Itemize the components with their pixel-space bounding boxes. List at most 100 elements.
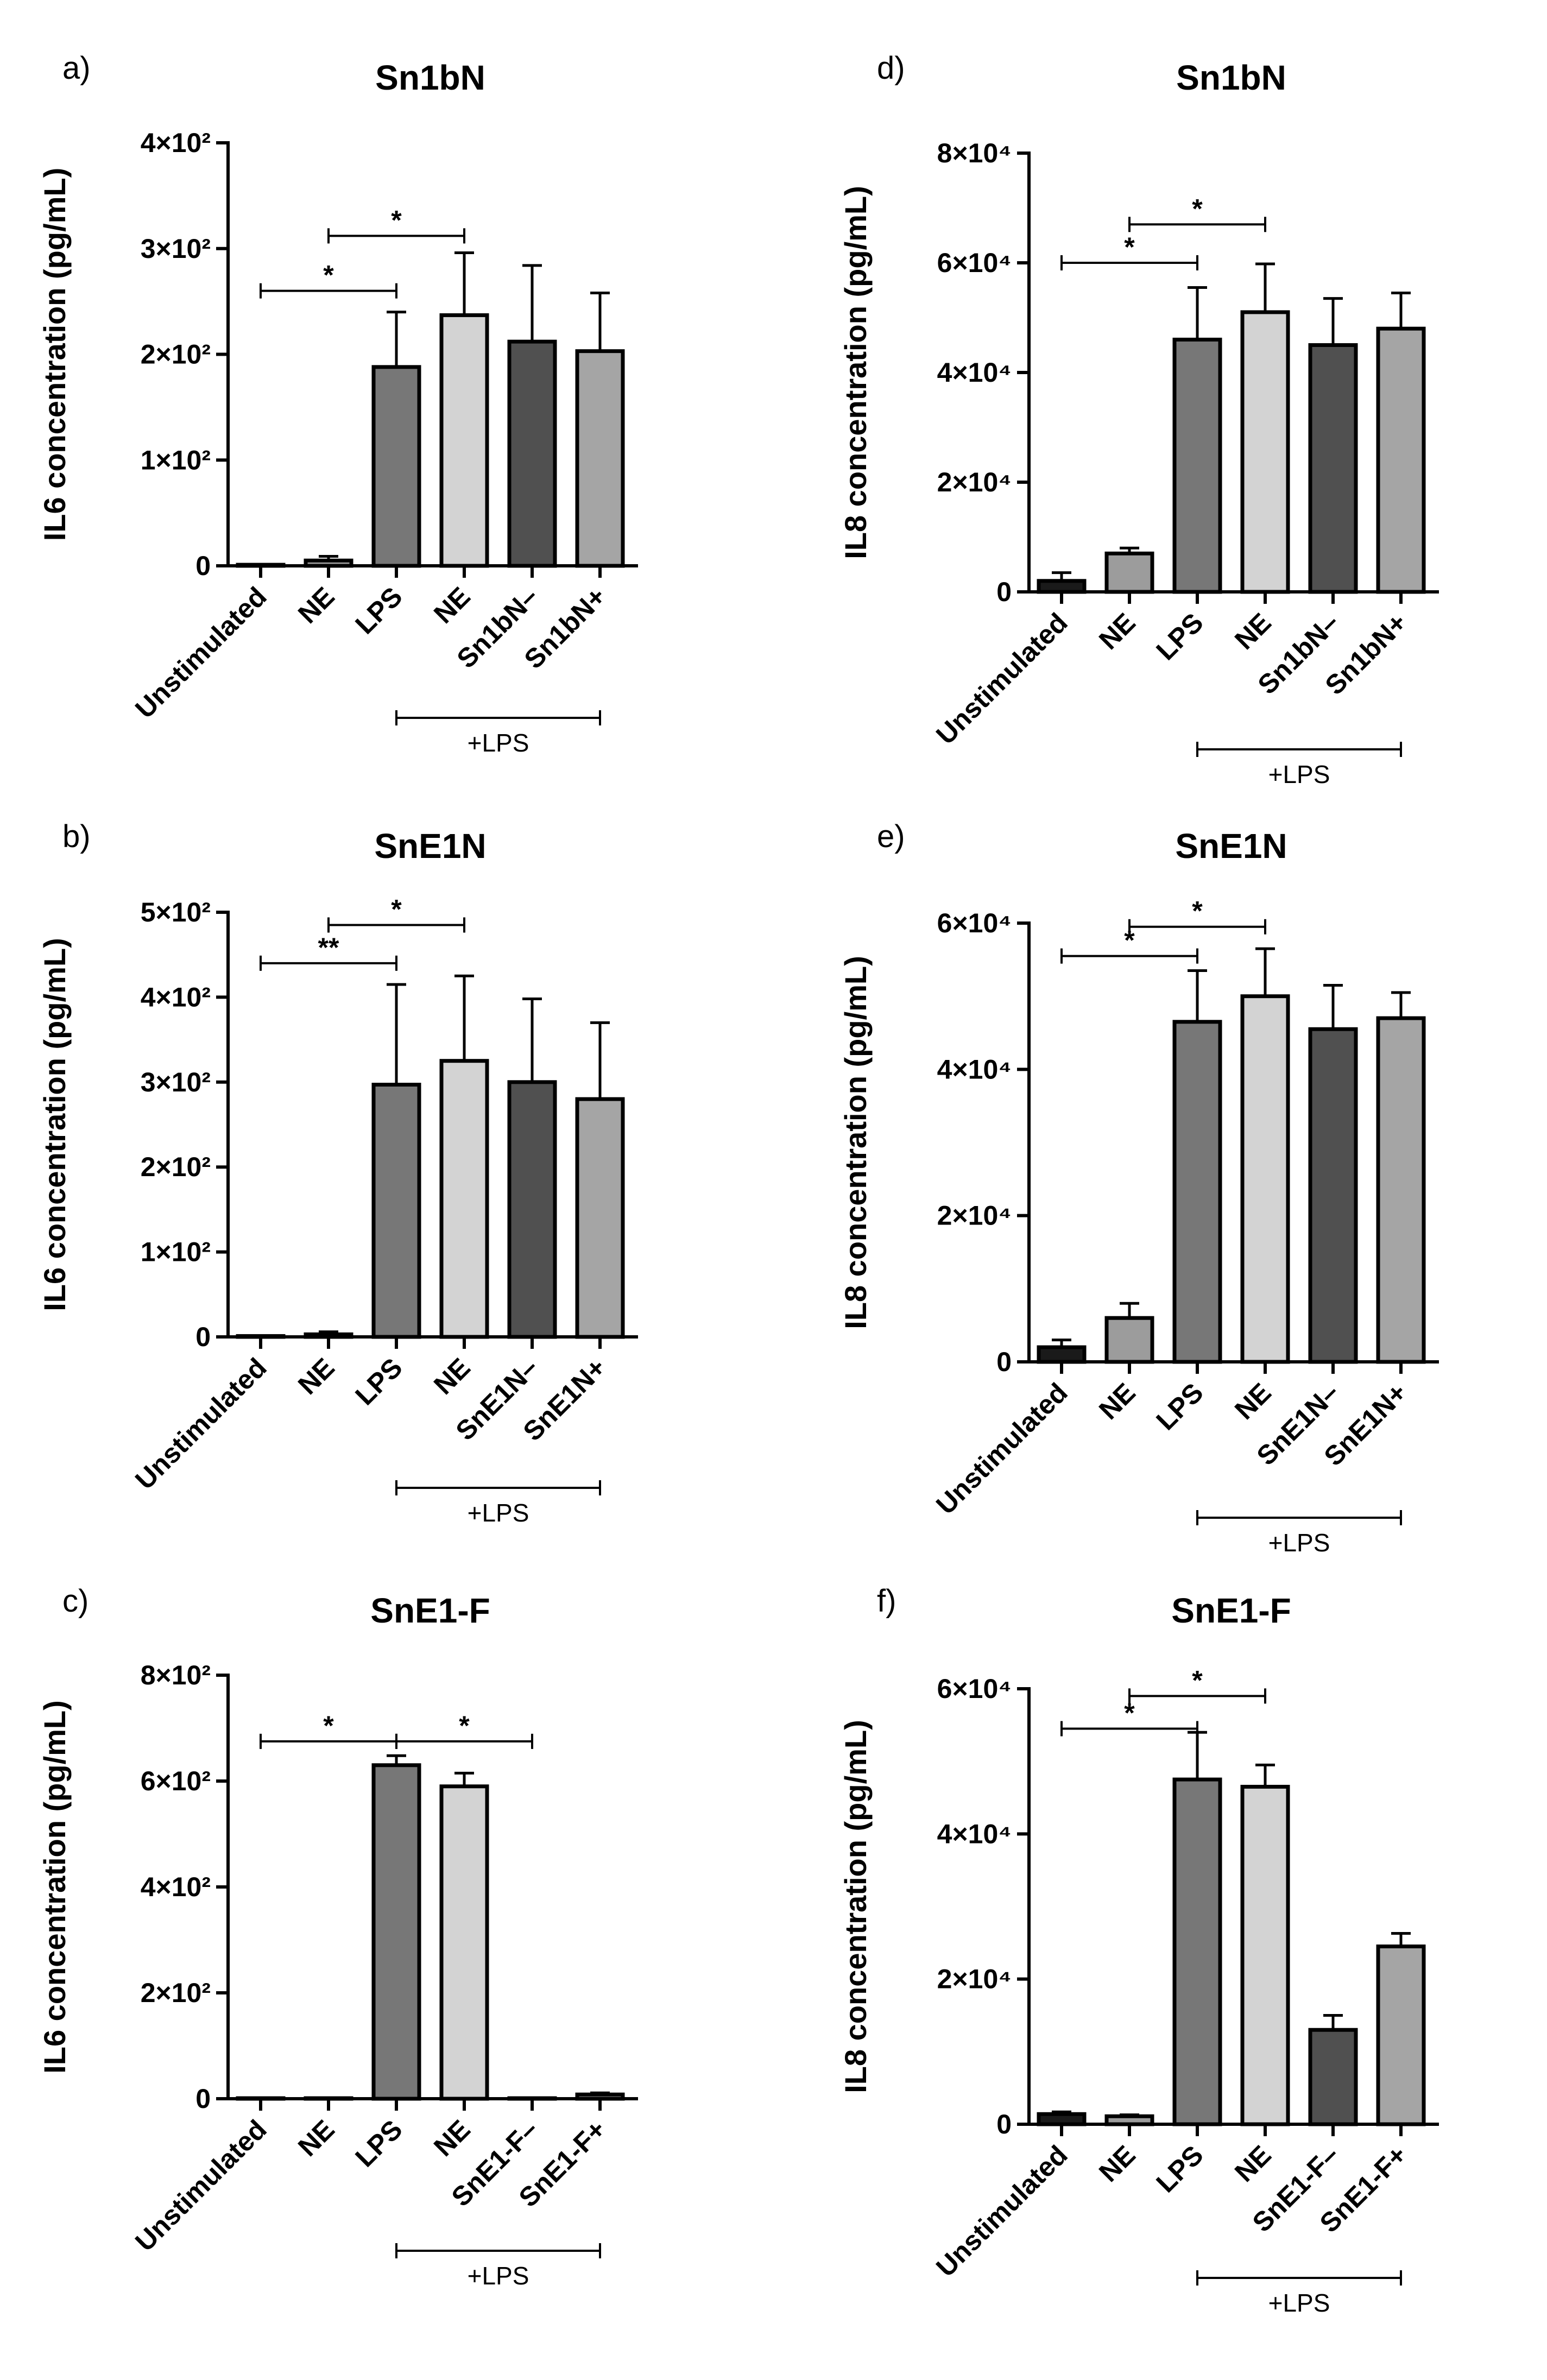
y-axis-label: IL6 concentration (pg/mL) xyxy=(37,938,72,1311)
chart-title: Sn1bN xyxy=(375,58,485,97)
lps-group-label: +LPS xyxy=(468,729,529,757)
y-tick-label: 3×10² xyxy=(141,1067,211,1097)
y-tick-label: 2×10² xyxy=(141,1978,211,2008)
x-tick-label: LPS xyxy=(1150,2139,1209,2198)
y-tick-label: 2×10⁴ xyxy=(937,1964,1012,1994)
y-tick-label: 0 xyxy=(195,1322,211,1352)
x-tick-label: LPS xyxy=(1150,1377,1209,1436)
bar xyxy=(1308,2028,1358,2126)
x-tick-label: Unstimulated xyxy=(930,607,1074,750)
lps-group-label: +LPS xyxy=(1268,1529,1330,1557)
bar xyxy=(1240,310,1290,594)
y-tick-label: 6×10⁴ xyxy=(937,248,1012,278)
y-axis-label: IL8 concentration (pg/mL) xyxy=(838,1720,873,2093)
bar xyxy=(1037,1345,1087,1364)
panel-letter: a) xyxy=(62,50,91,86)
x-tick-label: LPS xyxy=(349,1352,408,1411)
y-tick-label: 4×10⁴ xyxy=(937,357,1012,388)
x-tick-label: Unstimulated xyxy=(930,2139,1074,2283)
x-tick-label: NE xyxy=(428,1352,476,1400)
x-tick-label: LPS xyxy=(349,581,408,640)
chart-panel-6: f) SnE1-F IL8 concentration (pg/mL) 0 2×10⁴ 4… xyxy=(838,1583,1439,2317)
y-tick-label: 1×10² xyxy=(141,445,211,475)
y-tick-label: 4×10⁴ xyxy=(937,1054,1012,1084)
significance-label: * xyxy=(1124,925,1135,956)
x-tick-label: Unstimulated xyxy=(129,1352,273,1495)
significance-label: * xyxy=(1192,896,1203,926)
lps-group-label: +LPS xyxy=(1268,760,1330,788)
y-tick-label: 4×10² xyxy=(141,982,211,1012)
x-tick-label: NE xyxy=(428,581,476,629)
y-tick-label: 4×10² xyxy=(141,128,211,158)
significance-label: * xyxy=(1192,193,1203,224)
y-tick-label: 8×10² xyxy=(141,1660,211,1690)
y-tick-label: 4×10² xyxy=(141,1872,211,1902)
chart-panel-1: a) Sn1bN IL6 concentration (pg/mL) 0 1×10² 2×… xyxy=(37,50,638,757)
bar xyxy=(1172,337,1222,594)
y-tick-label: 6×10² xyxy=(141,1766,211,1796)
y-tick-label: 0 xyxy=(996,2109,1012,2139)
bar xyxy=(1104,1316,1154,1364)
bar xyxy=(1376,1016,1426,1364)
bar xyxy=(575,1097,625,1339)
bar xyxy=(1240,994,1290,1364)
x-tick-label: NE xyxy=(1229,2139,1277,2188)
chart-panel-4: d) Sn1bN IL8 concentration (pg/mL) 0 2×10⁴ 4×… xyxy=(838,50,1439,788)
chart-title: SnE1-F xyxy=(370,1591,490,1630)
y-tick-label: 3×10² xyxy=(141,233,211,264)
x-tick-label: LPS xyxy=(349,2114,408,2173)
x-tick-label: NE xyxy=(1093,2139,1141,2188)
bar xyxy=(1308,1027,1358,1364)
panel-letter: e) xyxy=(877,819,905,854)
y-axis-label: IL8 concentration (pg/mL) xyxy=(838,186,873,559)
y-tick-label: 0 xyxy=(996,1347,1012,1377)
bar xyxy=(1376,326,1426,594)
significance-label: * xyxy=(1124,1698,1135,1728)
significance-label: * xyxy=(391,894,402,924)
panel-letter: d) xyxy=(877,50,905,86)
bar xyxy=(371,365,421,568)
panel-letter: b) xyxy=(62,819,91,854)
chart-title: SnE1N xyxy=(374,826,486,866)
bar xyxy=(1376,1945,1426,2126)
y-tick-label: 0 xyxy=(996,577,1012,607)
bar xyxy=(439,1059,489,1339)
x-tick-label: NE xyxy=(428,2114,476,2162)
y-tick-label: 8×10⁴ xyxy=(937,138,1012,168)
panel-letter: f) xyxy=(877,1583,896,1619)
significance-label: * xyxy=(459,1710,470,1741)
significance-label: * xyxy=(1192,1665,1203,1695)
bar xyxy=(439,313,489,568)
x-tick-label: NE xyxy=(1093,607,1141,655)
bar xyxy=(1172,1020,1222,1364)
chart-panel-3: c) SnE1-F IL6 concentration (pg/mL) 0 2×10² 4… xyxy=(37,1583,638,2290)
x-tick-label: NE xyxy=(292,2114,340,2162)
y-axis-label: IL8 concentration (pg/mL) xyxy=(838,956,873,1329)
x-tick-label: NE xyxy=(1229,607,1277,655)
y-tick-label: 2×10⁴ xyxy=(937,467,1012,497)
y-tick-label: 2×10⁴ xyxy=(937,1201,1012,1231)
bar xyxy=(1037,579,1087,594)
y-tick-label: 6×10⁴ xyxy=(937,1674,1012,1704)
panel-letter: c) xyxy=(62,1583,89,1619)
y-tick-label: 6×10⁴ xyxy=(937,908,1012,938)
y-tick-label: 0 xyxy=(195,551,211,581)
bar xyxy=(1172,1777,1222,2126)
y-tick-label: 4×10⁴ xyxy=(937,1819,1012,1849)
bar xyxy=(371,1082,421,1339)
x-tick-label: Unstimulated xyxy=(129,581,273,724)
y-tick-label: 1×10² xyxy=(141,1237,211,1267)
y-axis-label: IL6 concentration (pg/mL) xyxy=(37,1700,72,2074)
bar xyxy=(439,1784,489,2101)
bar xyxy=(371,1763,421,2101)
bar xyxy=(1308,343,1358,594)
x-tick-label: NE xyxy=(1093,1377,1141,1425)
y-tick-label: 2×10² xyxy=(141,339,211,370)
x-tick-label: NE xyxy=(1229,1377,1277,1425)
bar xyxy=(507,1080,557,1339)
chart-title: SnE1N xyxy=(1175,826,1287,866)
chart-title: SnE1-F xyxy=(1171,1591,1291,1630)
chart-panel-5: e) SnE1N IL8 concentration (pg/mL) 0 2×10⁴ 4×… xyxy=(838,819,1439,1557)
x-tick-label: LPS xyxy=(1150,607,1209,666)
